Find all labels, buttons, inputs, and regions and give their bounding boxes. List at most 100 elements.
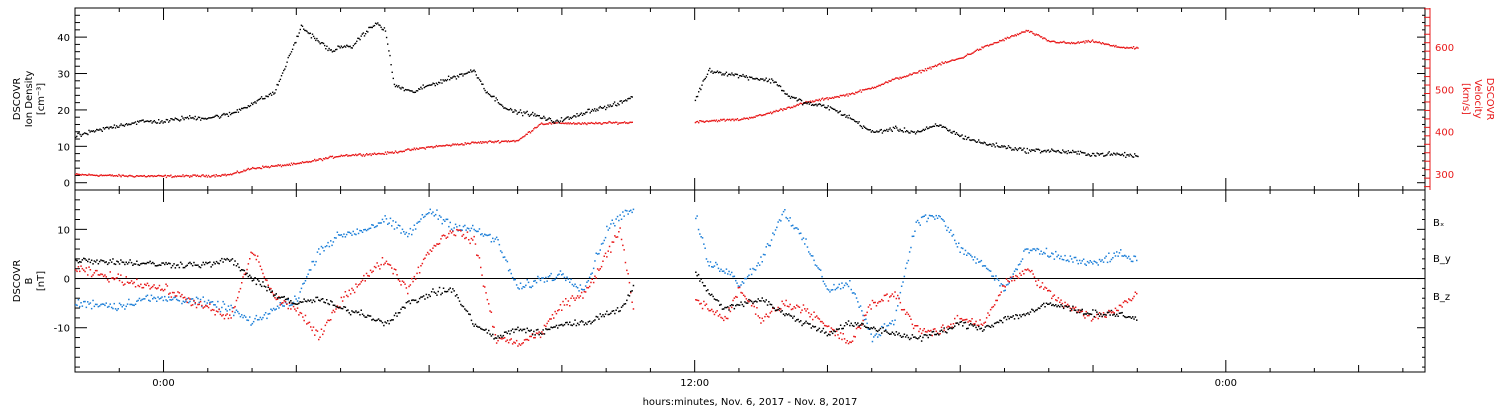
velocity-series-point: [364, 154, 367, 156]
density-series-point: [398, 85, 400, 87]
density-series-point: [810, 104, 813, 106]
by-series-point: [517, 287, 519, 289]
by-series-point: [356, 228, 358, 230]
bz-series-point: [227, 317, 230, 320]
velocity-series-point: [1101, 42, 1104, 44]
velocity-series-point: [979, 48, 981, 50]
density-series-point: [247, 105, 249, 107]
by-series-point: [1108, 252, 1110, 254]
density-series-point: [730, 74, 732, 76]
velocity-series-point: [415, 147, 418, 149]
velocity-series-point: [698, 122, 700, 124]
velocity-series-point: [419, 147, 421, 149]
by-series-point: [768, 244, 770, 247]
density-series-point: [298, 32, 300, 34]
bz-series-point: [250, 251, 252, 254]
bx-series-point: [746, 302, 749, 304]
bz-series-point: [980, 323, 983, 325]
density-series-point: [742, 73, 744, 76]
by-series-point: [445, 218, 447, 221]
density-series-point: [1105, 154, 1107, 157]
velocity-series-point: [462, 144, 464, 146]
density-series-point: [547, 118, 549, 120]
bx-series-point: [365, 316, 368, 318]
by-series-point: [1105, 255, 1107, 258]
density-series-point: [1121, 153, 1124, 155]
velocity-series-point: [1104, 43, 1106, 46]
by-series-point: [529, 286, 531, 288]
density-series-point: [1136, 155, 1138, 157]
bz-series-point: [393, 268, 396, 270]
density-series-point: [1075, 151, 1077, 153]
velocity-series-point: [774, 111, 776, 113]
bz-series-point: [129, 282, 131, 284]
velocity-series-point: [848, 93, 850, 95]
bx-series-point: [425, 293, 428, 296]
bz-series-point: [190, 304, 192, 307]
bx-series-point: [549, 328, 551, 331]
by-series-point: [1025, 248, 1028, 250]
density-series-point: [421, 88, 423, 90]
bz-series-point: [453, 234, 455, 236]
velocity-series-point: [906, 75, 908, 77]
by-series-point: [754, 269, 757, 271]
density-series-point: [711, 70, 713, 72]
by-series-point: [267, 313, 269, 315]
velocity-series-point: [909, 73, 911, 75]
bx-series-point: [591, 321, 593, 323]
bz-series-point: [128, 282, 130, 284]
bx-series-point: [102, 260, 105, 262]
density-series-point: [502, 105, 504, 108]
density-series-point: [121, 124, 123, 127]
legend-bz: B_z: [1433, 292, 1450, 303]
bz-series-point: [478, 257, 481, 259]
density-series-point: [216, 114, 218, 117]
density-series-point: [347, 45, 349, 47]
bz-series-point: [133, 281, 135, 284]
by-series-point: [709, 261, 712, 263]
density-series-point: [869, 129, 871, 131]
bz-series-point: [562, 300, 564, 303]
bx-series-point: [729, 304, 732, 307]
by-series-point: [237, 310, 239, 313]
density-series-point: [835, 110, 837, 112]
bz-series-point: [703, 300, 705, 303]
bx-series-point: [408, 300, 410, 302]
by-series-point: [161, 296, 163, 298]
by-series-point: [230, 304, 232, 307]
bz-series-point: [885, 294, 887, 296]
bx-series-point: [537, 328, 539, 331]
density-series-point: [808, 103, 810, 105]
bx-series-point: [225, 259, 227, 261]
bx-series-point: [149, 260, 151, 263]
by-series-point: [335, 237, 337, 239]
bx-series-point: [857, 322, 859, 324]
bz-series-point: [988, 314, 991, 316]
density-series-point: [1106, 154, 1108, 156]
bx-series-point: [258, 280, 260, 282]
by-series-point: [622, 211, 624, 213]
bx-series-point: [1064, 305, 1066, 307]
density-series-point: [244, 106, 246, 109]
velocity-series-point: [348, 154, 350, 157]
bz-series-point: [696, 299, 698, 301]
density-series-point: [960, 135, 962, 137]
density-series-point: [85, 132, 87, 135]
density-series-point: [288, 54, 290, 57]
bz-series-point: [978, 324, 980, 327]
by-series-point: [936, 217, 939, 219]
velocity-series-point: [1129, 47, 1131, 49]
by-series-point: [559, 270, 562, 272]
by-series-point: [306, 276, 308, 278]
by-series-point: [469, 230, 471, 232]
velocity-series-point: [1016, 33, 1019, 35]
velocity-series-point: [966, 53, 969, 55]
bx-series-point: [267, 286, 269, 288]
bx-series-point: [510, 329, 512, 332]
bx-series-point: [902, 335, 904, 338]
density-series-point: [843, 114, 845, 116]
bx-series-point: [700, 278, 702, 280]
bz-series-point: [869, 304, 871, 306]
bx-series-point: [1043, 302, 1045, 305]
by-series-point: [238, 312, 240, 315]
